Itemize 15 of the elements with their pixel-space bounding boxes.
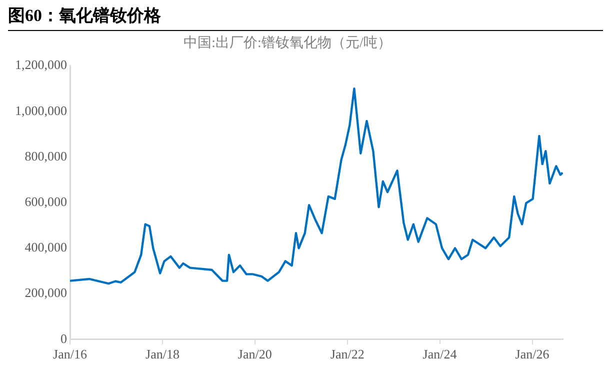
y-tick-label: 400,000: [24, 240, 67, 255]
x-tick-label: Jan/16: [53, 346, 88, 362]
x-tick-label: Jan/24: [422, 346, 458, 362]
chart-title: 图60：氧化镨钕价格: [8, 4, 603, 31]
chart-subtitle: 中国:出厂价:镨钕氧化物（元/吨）: [184, 35, 392, 52]
x-tick-label: Jan/22: [330, 346, 364, 362]
x-tick-label: Jan/18: [146, 346, 180, 362]
y-tick-label: 0: [60, 330, 67, 346]
y-tick-label: 1,200,000: [15, 57, 67, 72]
y-tick-label: 600,000: [24, 194, 67, 210]
y-tick-label: 200,000: [24, 285, 67, 300]
y-tick-label: 800,000: [24, 148, 67, 164]
y-tick-label: 1,000,000: [15, 102, 67, 118]
x-tick-label: Jan/20: [238, 346, 272, 362]
x-tick-label: Jan/26: [515, 346, 550, 362]
